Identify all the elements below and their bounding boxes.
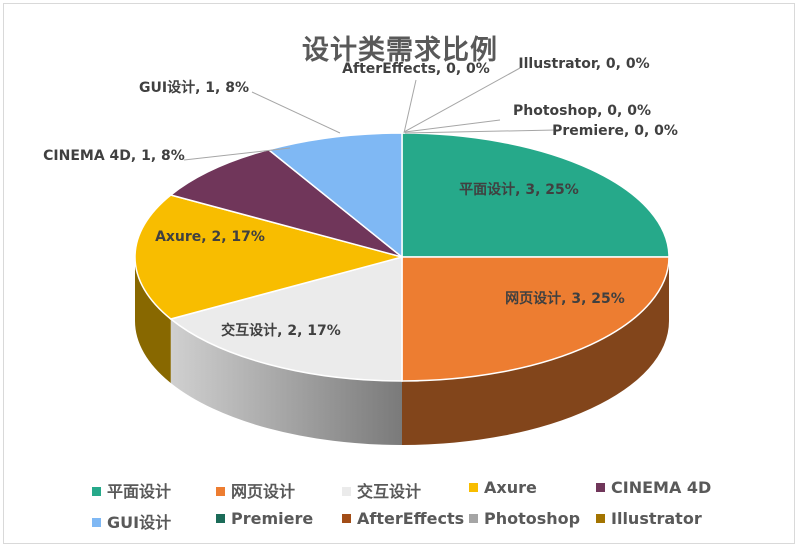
legend-label: 平面设计 (107, 482, 172, 501)
data-label: 网页设计, 3, 25% (505, 290, 625, 307)
legend-label: Photoshop (484, 509, 581, 528)
pie-slice-gui设计 (266, 132, 403, 259)
legend-item: CINEMA 4D (596, 478, 711, 497)
legend-item: Illustrator (596, 509, 702, 528)
legend-swatch (342, 514, 351, 523)
legend-swatch (92, 518, 101, 527)
legend-item: GUI设计 (92, 509, 171, 533)
leader-line (403, 79, 417, 134)
data-labels: 平面设计, 3, 25% 网页设计, 3, 25% 交互设计, 2, 17% Axur… (43, 56, 678, 339)
pie-slice-网页设计 (401, 256, 670, 382)
legend-swatch (342, 487, 351, 496)
pie-side-网页设计 (402, 257, 669, 445)
data-label: Axure, 2, 17% (155, 229, 265, 245)
legend-item: Axure (469, 478, 537, 497)
leader-line (404, 119, 501, 133)
pie-slices (134, 132, 670, 382)
pie-side-交互设计 (170, 319, 402, 445)
pie-side-axure (135, 257, 171, 383)
legend-swatch (596, 483, 605, 492)
legend-swatch (596, 514, 605, 523)
legend-item: 交互设计 (342, 478, 421, 502)
leader-line (183, 147, 291, 161)
leader-line (403, 67, 521, 133)
legend-item: 网页设计 (216, 478, 295, 502)
chart-title: 设计类需求比例 (302, 35, 498, 66)
legend-label: GUI设计 (107, 513, 172, 532)
legend-label: 网页设计 (231, 482, 296, 501)
data-label: Premiere, 0, 0% (552, 123, 678, 139)
legend-label: 交互设计 (357, 482, 422, 501)
pie-slice-axure (134, 194, 405, 320)
leader-line (404, 129, 557, 134)
legend-label: Axure (484, 478, 537, 497)
legend-swatch (92, 487, 101, 496)
legend-item: AfterEffects (342, 509, 464, 528)
legend-label: CINEMA 4D (611, 478, 712, 497)
legend-swatch (216, 487, 225, 496)
data-label: 交互设计, 2, 17% (221, 322, 341, 339)
legend-swatch (216, 514, 225, 523)
legend-swatch (469, 483, 478, 492)
data-label: AfterEffects, 0, 0% (342, 61, 490, 77)
data-label: Photoshop, 0, 0% (513, 103, 651, 119)
legend-item: Photoshop (469, 509, 580, 528)
data-label: CINEMA 4D, 1, 8% (43, 148, 185, 164)
leader-line (251, 91, 341, 134)
legend-label: Premiere (231, 509, 314, 528)
legend-item: Premiere (216, 509, 313, 528)
data-label: 平面设计, 3, 25% (459, 181, 579, 198)
legend-swatch (469, 514, 478, 523)
legend-label: Illustrator (611, 509, 702, 528)
legend-label: AfterEffects (357, 509, 465, 528)
pie-side-walls (135, 257, 669, 445)
data-label: Illustrator, 0, 0% (518, 56, 649, 72)
data-label: GUI设计, 1, 8% (139, 79, 249, 96)
pie-slice-平面设计 (401, 132, 670, 258)
pie-slice-交互设计 (169, 256, 403, 382)
legend-item: 平面设计 (92, 478, 171, 502)
